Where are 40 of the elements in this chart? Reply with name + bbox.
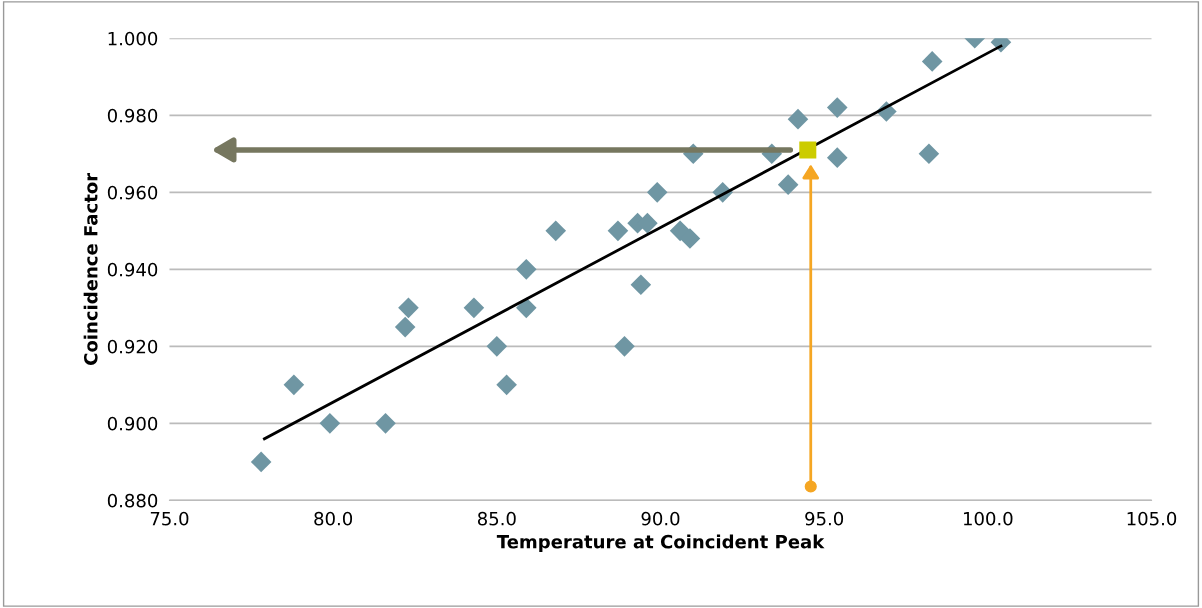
- point: [630, 274, 652, 296]
- x-tick-label: 90.0: [641, 511, 680, 526]
- y-tick-label: 0.940: [107, 262, 158, 277]
- x-tick-label: 80.0: [314, 511, 353, 526]
- x-tick-label: 95.0: [805, 511, 844, 526]
- point: [515, 297, 537, 319]
- point: [515, 259, 537, 280]
- point: [646, 182, 668, 203]
- point: [496, 374, 517, 396]
- point: [787, 108, 809, 130]
- x-tick-label: 75.0: [150, 511, 189, 526]
- point: [826, 97, 848, 118]
- point: [375, 413, 396, 434]
- point: [463, 297, 485, 319]
- y-tick-label: 1.000: [108, 31, 158, 46]
- point: [826, 147, 848, 168]
- point: [607, 220, 629, 242]
- y-tick-label: 0.960: [107, 185, 158, 200]
- point: [394, 316, 416, 338]
- y-tick-label: 0.980: [107, 108, 158, 123]
- point: [398, 297, 419, 319]
- x-tick-label: 105.0: [1127, 511, 1177, 526]
- y-tick-label: 0.880: [107, 493, 158, 508]
- point: [545, 220, 567, 242]
- point: [918, 143, 940, 165]
- point: [799, 141, 817, 159]
- point: [283, 374, 305, 396]
- y-tick-label: 0.900: [107, 416, 158, 431]
- point: [319, 413, 341, 434]
- y-axis-title: Coincidence Factor: [83, 172, 98, 365]
- x-axis-title: Temperature at Coincident Peak: [496, 534, 825, 552]
- point: [486, 336, 508, 357]
- point: [679, 228, 701, 249]
- point: [921, 51, 943, 72]
- x-tick-label: 85.0: [477, 511, 516, 526]
- point: [614, 336, 635, 357]
- point: [250, 451, 272, 473]
- y-tick-label: 0.920: [107, 339, 158, 354]
- x-tick-label: 100.0: [963, 511, 1013, 526]
- point: [777, 174, 799, 195]
